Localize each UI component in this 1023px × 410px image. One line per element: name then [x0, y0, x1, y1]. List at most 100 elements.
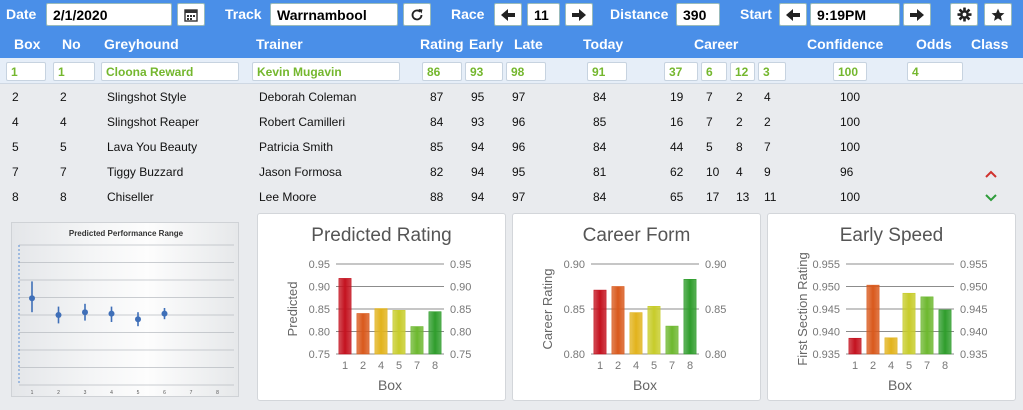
trainer-input[interactable]: Kevin Mugavin: [252, 62, 400, 81]
cell-confidence: 96: [840, 165, 854, 179]
bar: [902, 292, 916, 355]
cell-trainer: Lee Moore: [259, 190, 317, 204]
chevron-down-icon[interactable]: [984, 192, 998, 204]
start-prev-button[interactable]: [779, 3, 807, 26]
box-input[interactable]: 1: [6, 62, 46, 81]
col-trainer[interactable]: Trainer: [256, 36, 303, 52]
greyhound-input[interactable]: Cloona Reward: [101, 62, 239, 81]
cell-early: 93: [471, 115, 485, 129]
cell-box: 5: [12, 140, 19, 154]
late-input[interactable]: 98: [506, 62, 546, 81]
chevron-up-icon[interactable]: [984, 168, 998, 180]
cell-career-seconds: 2: [736, 90, 743, 104]
calendar-button[interactable]: [177, 3, 205, 26]
x-axis-label: Box: [378, 377, 402, 393]
table-row[interactable]: 5 5 Lava You Beauty Patricia Smith 85 94…: [0, 134, 1023, 159]
x-tick-label: 4: [110, 390, 113, 396]
distance-field[interactable]: 390: [676, 3, 720, 26]
y2-tick-label: 0.940: [960, 327, 988, 339]
x-tick-label: 8: [942, 360, 948, 372]
arrow-left-icon: [501, 8, 515, 21]
col-career[interactable]: Career: [694, 36, 739, 52]
x-axis-label: Box: [888, 377, 912, 393]
y-tick-label: 0.935: [812, 349, 840, 361]
bar: [938, 309, 952, 355]
early-input[interactable]: 93: [465, 62, 503, 81]
selected-runner-row[interactable]: 1 1 Cloona Reward Kevin Mugavin 86 93 98…: [0, 58, 1023, 84]
performance-range-chart: Predicted Performance Range 1 2 3 4 5 6 7 8: [11, 222, 239, 397]
col-confidence[interactable]: Confidence: [807, 36, 884, 52]
range-point: [135, 316, 141, 323]
table-row[interactable]: 4 4 Slingshot Reaper Robert Camilleri 84…: [0, 109, 1023, 134]
bar: [848, 337, 862, 355]
col-no[interactable]: No: [62, 36, 81, 52]
table-row[interactable]: 7 7 Tiggy Buzzard Jason Formosa 82 94 95…: [0, 159, 1023, 184]
career-starts-input[interactable]: 37: [664, 62, 698, 81]
race-next-button[interactable]: [565, 3, 593, 26]
col-rating[interactable]: Rating: [420, 36, 464, 52]
cell-early: 94: [471, 190, 485, 204]
odds-input[interactable]: 4: [907, 62, 963, 81]
cell-rating: 84: [430, 115, 444, 129]
col-odds[interactable]: Odds: [916, 36, 952, 52]
arrow-right-icon: [910, 8, 924, 21]
col-late[interactable]: Late: [514, 36, 543, 52]
cell-trainer: Patricia Smith: [259, 140, 334, 154]
rating-input[interactable]: 86: [422, 62, 462, 81]
x-tick-label: 5: [651, 360, 657, 372]
bar: [611, 286, 625, 355]
career-seconds-input[interactable]: 12: [730, 62, 755, 81]
cell-box: 7: [12, 165, 19, 179]
refresh-button[interactable]: [403, 3, 431, 26]
today-input[interactable]: 91: [587, 62, 627, 81]
col-early[interactable]: Early: [469, 36, 504, 52]
no-input[interactable]: 1: [53, 62, 95, 81]
bar: [428, 311, 442, 355]
cell-early: 94: [471, 140, 485, 154]
cell-late: 97: [512, 90, 526, 104]
settings-button[interactable]: [950, 3, 978, 26]
y2-tick-label: 0.85: [450, 304, 471, 316]
bar: [410, 326, 424, 355]
toolbar: Date 2/1/2020 Track Warrnambool Race 11 …: [0, 0, 1023, 30]
y-tick-label: 0.80: [309, 327, 330, 339]
table-row[interactable]: 2 2 Slingshot Style Deborah Coleman 87 9…: [0, 84, 1023, 109]
cell-no: 5: [60, 140, 67, 154]
favorite-button[interactable]: [984, 3, 1012, 26]
col-class[interactable]: Class: [971, 36, 1009, 52]
y2-tick-label: 0.75: [450, 349, 471, 361]
cell-greyhound: Slingshot Style: [107, 90, 187, 104]
race-prev-button[interactable]: [494, 3, 522, 26]
race-label: Race: [451, 6, 485, 22]
track-field[interactable]: Warrnambool: [270, 3, 398, 26]
y-axis-label: First Section Rating: [795, 252, 810, 365]
cell-trainer: Deborah Coleman: [259, 90, 357, 104]
cell-career-wins: 7: [706, 90, 713, 104]
col-today[interactable]: Today: [583, 36, 624, 52]
x-tick-label: 2: [360, 360, 366, 372]
career-wins-input[interactable]: 6: [701, 62, 727, 81]
table-row[interactable]: 8 8 Chiseller Lee Moore 88 94 97 84 65 1…: [0, 184, 1023, 209]
cell-box: 8: [12, 190, 19, 204]
start-time-field[interactable]: 9:19PM: [810, 3, 900, 26]
x-tick-label: 7: [924, 360, 930, 372]
start-next-button[interactable]: [903, 3, 931, 26]
cell-today: 81: [593, 165, 607, 179]
col-box[interactable]: Box: [14, 36, 41, 52]
x-tick-label: 5: [396, 360, 402, 372]
bar: [866, 284, 880, 355]
race-field[interactable]: 11: [527, 3, 560, 26]
cell-career-thirds: 4: [764, 90, 771, 104]
cell-career-thirds: 7: [764, 140, 771, 154]
cell-no: 2: [60, 90, 67, 104]
cell-career-starts: 16: [670, 115, 684, 129]
bar: [683, 279, 697, 355]
col-greyhound[interactable]: Greyhound: [104, 36, 179, 52]
y2-tick-label: 0.95: [450, 259, 471, 271]
x-tick-label: 8: [432, 360, 438, 372]
confidence-input[interactable]: 100: [833, 62, 867, 81]
career-thirds-input[interactable]: 3: [758, 62, 786, 81]
date-field[interactable]: 2/1/2020: [46, 3, 172, 26]
cell-greyhound: Lava You Beauty: [107, 140, 198, 154]
cell-career-wins: 17: [706, 190, 720, 204]
